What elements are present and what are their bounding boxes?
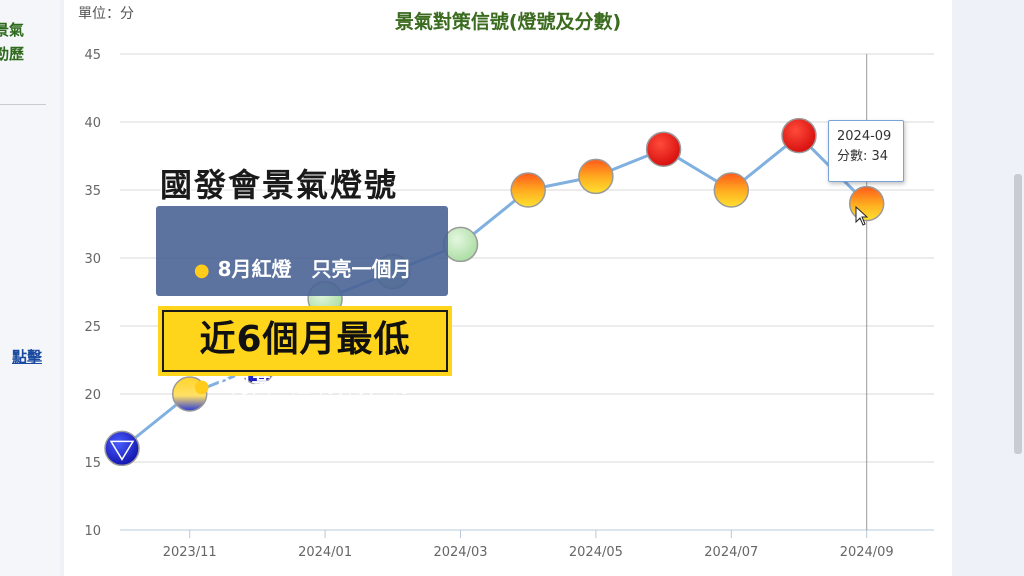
x-tick-label: 2024/09: [840, 545, 894, 560]
sidebar-click-link[interactable]: 點擊: [11, 348, 42, 366]
overlay-bullet-box: ● 8月紅燈 只亮一個月 ● 9月黃紅燈 分數掉5分: [156, 206, 448, 397]
sidebar-line-1: 景氣: [0, 21, 24, 39]
bullet-row-1: ● 8月紅燈 只亮一個月: [166, 212, 438, 328]
data-point-2023-10[interactable]: [104, 430, 140, 467]
x-tick-label: 2024/07: [704, 545, 758, 560]
axis-layer: 10 15 20 25 30 35 40 45 2023/11 2024/01 2024/03 202…: [84, 48, 934, 560]
chart-title: 景氣對策信號(燈號及分數): [395, 10, 621, 33]
bullet-text-2: 9月黃紅燈 分數掉5分: [217, 373, 413, 397]
bullet-text-1: 8月紅燈 只亮一個月: [217, 257, 412, 281]
x-tick-label: 2024/03: [433, 545, 487, 560]
y-tick-label: 25: [84, 320, 101, 335]
sidebar-link-clip: 點擊: [0, 346, 42, 367]
down-triangle-icon: [109, 440, 135, 461]
data-point-2024-09[interactable]: [848, 185, 885, 222]
sidebar-text-fragment: 景氣 勁歷: [0, 18, 24, 66]
x-tick-label: 2024/01: [298, 545, 352, 560]
data-point-2024-04[interactable]: [510, 172, 546, 208]
sidebar: 景氣 勁歷 點擊: [0, 0, 60, 576]
unit-label: 單位：分: [78, 6, 134, 22]
data-point-2024-03[interactable]: [442, 226, 479, 263]
right-gutter: [952, 0, 1024, 576]
chart-tooltip: 2024-09 分數: 34: [828, 120, 904, 182]
tooltip-score: 分數: 34: [837, 149, 889, 164]
data-point-2024-07[interactable]: [713, 172, 750, 208]
x-tick-label: 2024/05: [569, 545, 623, 560]
scrollbar-thumb[interactable]: [1014, 174, 1022, 454]
bullet-dot-icon: ●: [193, 376, 210, 397]
bullet-dot-icon: ●: [193, 260, 210, 281]
sidebar-line-2: 勁歷: [0, 45, 24, 63]
data-point-2024-05[interactable]: [578, 158, 614, 195]
y-tick-label: 45: [84, 48, 101, 63]
mouse-cursor-icon: [855, 205, 869, 226]
y-tick-label: 35: [84, 184, 101, 199]
y-tick-label: 10: [84, 524, 101, 539]
data-point-2024-06[interactable]: [645, 131, 682, 167]
y-tick-label: 20: [84, 388, 101, 403]
tooltip-date: 2024-09: [837, 129, 892, 144]
y-tick-label: 30: [84, 252, 101, 267]
highlight-box: 近6個月最低: [158, 306, 452, 376]
highlight-text: 近6個月最低: [162, 310, 448, 372]
data-point-2024-08[interactable]: [781, 117, 817, 154]
y-tick-label: 40: [84, 116, 101, 131]
x-tick-label: 2023/11: [163, 545, 217, 560]
data-point-2023-11[interactable]: [171, 376, 208, 412]
sidebar-divider: [0, 104, 46, 105]
y-tick-label: 15: [84, 456, 101, 471]
overlay-title: 國發會景氣燈號: [160, 166, 399, 204]
bullet-row-2: ● 9月黃紅燈 分數掉5分: [166, 328, 438, 444]
